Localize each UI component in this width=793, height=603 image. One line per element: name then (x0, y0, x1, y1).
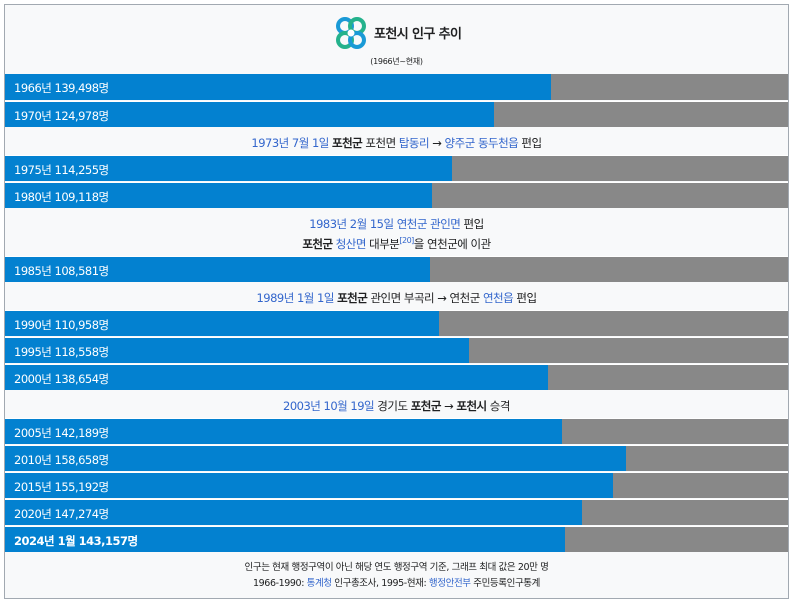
event-annotation: 1983년 2월 15일 연천군 관인면 편입 (5, 216, 788, 232)
annotation-text: 인구총조사, 1995-현재: (331, 578, 429, 589)
bar-1970 (5, 102, 495, 127)
annotation-text: 편입 (518, 136, 542, 150)
bar-row-2005: 2005년 142,189명 (5, 418, 788, 444)
bar-label-2000: 2000년 138,654명 (14, 372, 109, 386)
link-text[interactable]: 통계청 (306, 578, 332, 589)
bar-2015 (5, 473, 613, 498)
annotation-text: 주민등록인구통계 (470, 578, 540, 589)
bar-row-1966: 1966년 139,498명 (5, 74, 788, 100)
bar-label-2015: 2015년 155,192명 (14, 480, 109, 494)
annotation-text: 포천군 (410, 399, 442, 413)
bar-label-1966: 1966년 139,498명 (14, 81, 109, 95)
annotation-text: 편입 (460, 217, 485, 231)
bar-1990 (5, 311, 440, 336)
bar-label-2024: 2024년 1월 143,157명 (14, 534, 138, 548)
bar-label-1985: 1985년 108,581명 (14, 264, 109, 278)
bar-row-1990: 1990년 110,958명 (5, 310, 788, 336)
bar-row-1980: 1980년 109,118명 (5, 182, 788, 208)
bar-2010 (5, 446, 627, 471)
bar-label-1975: 1975년 114,255명 (14, 163, 109, 177)
bar-label-2010: 2010년 158,658명 (14, 453, 109, 467)
bar-label-2005: 2005년 142,189명 (14, 426, 109, 440)
bar-1995 (5, 338, 470, 363)
bar-label-1970: 1970년 124,978명 (14, 109, 109, 123)
link-text[interactable]: 탑동리 (398, 136, 430, 150)
bar-2000 (5, 365, 548, 390)
link-text[interactable]: 2003년 10월 19일 (283, 399, 375, 413)
bar-1966 (5, 74, 552, 100)
link-text[interactable]: 행정안전부 (428, 578, 471, 589)
annotation-text: 을 연천군에 이관 (413, 237, 491, 251)
bar-label-1980: 1980년 109,118명 (14, 190, 109, 204)
event-annotation: 포천군 청산면 대부분[20]을 연천군에 이관 (5, 236, 788, 252)
bar-row-2015: 2015년 155,192명 (5, 472, 788, 498)
link-text[interactable]: 관인면 (430, 217, 461, 231)
link-text[interactable]: 1983년 2월 15일 (309, 217, 394, 231)
chart-footnote: 1966-1990: 통계청 인구총조사, 1995-현재: 행정안전부 주민등… (5, 575, 788, 589)
annotation-text: 경기도 (374, 399, 411, 413)
bar-row-1970: 1970년 124,978명 (5, 101, 788, 127)
link-text[interactable]: 청산면 (335, 237, 367, 251)
event-annotation: 2003년 10월 19일 경기도 포천군 → 포천시 승격 (5, 398, 788, 414)
link-text[interactable]: 동두천읍 (477, 136, 519, 150)
bar-label-2020: 2020년 147,274명 (14, 507, 109, 521)
annotation-text: → (440, 399, 457, 413)
annotation-text: 포천군 (332, 136, 363, 150)
bar-2024 (5, 527, 566, 552)
bar-row-1975: 1975년 114,255명 (5, 155, 788, 181)
link-text[interactable]: 연천군 (396, 217, 428, 231)
link-text[interactable]: 연천읍 (482, 291, 514, 305)
annotation-text: 포천군 (337, 291, 368, 305)
annotation-text: → (429, 136, 445, 150)
link-text[interactable]: 1989년 1월 1일 (256, 291, 334, 305)
bar-row-1985: 1985년 108,581명 (5, 256, 788, 282)
bar-1975 (5, 156, 453, 181)
bar-row-2010: 2010년 158,658명 (5, 445, 788, 471)
chart-header: 포천시 인구 추이 (1966년~현재) (5, 5, 788, 75)
event-annotation: 1989년 1월 1일 포천군 관인면 부곡리 → 연천군 연천읍 편입 (5, 290, 788, 306)
bar-row-2000: 2000년 138,654명 (5, 364, 788, 390)
annotation-text: 대부분 (365, 237, 400, 251)
link-text[interactable]: 1973년 7월 1일 (251, 136, 329, 150)
population-chart: 포천시 인구 추이 (1966년~현재) 1966년 139,498명 1970년… (4, 4, 789, 599)
bar-row-2020: 2020년 147,274명 (5, 499, 788, 525)
bar-2020 (5, 500, 582, 525)
chart-title: 포천시 인구 추이 (374, 27, 462, 42)
link-text[interactable]: 양주군 (444, 136, 476, 150)
event-annotation: 1973년 7월 1일 포천군 포천면 탑동리 → 양주군 동두천읍 편입 (5, 135, 788, 151)
annotation-text: 포천면 (362, 136, 399, 150)
bar-1985 (5, 257, 431, 282)
annotation-text: 인구는 현재 행정구역이 아닌 해당 연도 행정구역 기준, 그래프 최대 값은… (244, 562, 549, 573)
bar-row-2024: 2024년 1월 143,157명 (5, 526, 788, 552)
bar-row-1995: 1995년 118,558명 (5, 337, 788, 363)
bar-label-1995: 1995년 118,558명 (14, 345, 109, 359)
annotation-text[interactable]: [20] (399, 236, 414, 246)
bar-1980 (5, 183, 433, 208)
chart-footnote: 인구는 현재 행정구역이 아닌 해당 연도 행정구역 기준, 그래프 최대 값은… (5, 559, 788, 573)
annotation-text: 관인면 부곡리 → 연천군 (367, 291, 483, 305)
bar-2005 (5, 419, 562, 444)
annotation-text: 포천군 (302, 237, 333, 251)
bar-label-1990: 1990년 110,958명 (14, 318, 109, 332)
pocheon-clover-logo-icon (336, 17, 366, 49)
annotation-text: 1966-1990: (253, 578, 307, 589)
annotation-text: 편입 (513, 291, 537, 305)
annotation-text: 승격 (486, 399, 511, 413)
annotation-text: 포천시 (456, 399, 487, 413)
chart-subtitle: (1966년~현재) (370, 57, 423, 66)
